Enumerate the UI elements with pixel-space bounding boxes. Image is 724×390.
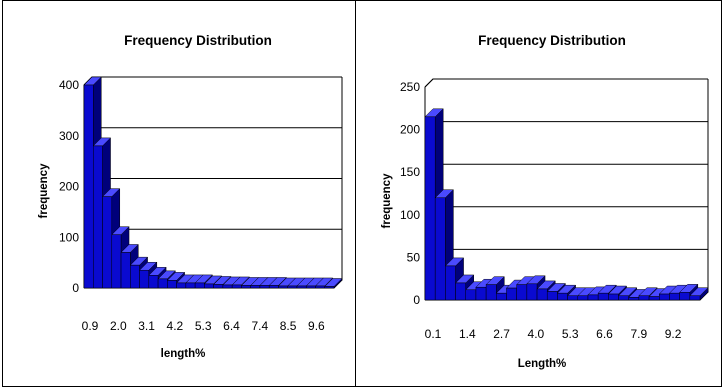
x-tick-label: 0.9 [82,319,99,333]
y-tick-label: 0 [413,293,420,307]
y-tick-label: 100 [400,208,420,222]
y-tick-label: 200 [59,180,79,194]
x-axis-label: Length% [518,358,567,370]
bar [324,277,343,289]
x-tick-label: 7.9 [630,327,647,341]
gridline [424,78,708,88]
x-tick-label: 3.1 [138,319,155,333]
y-tick-label: 100 [59,230,79,244]
y-axis-label: frequency [381,173,393,229]
bar [689,287,709,301]
y-tick-label: 50 [407,250,421,264]
x-tick-label: 4.2 [167,319,184,333]
x-tick-label: 6.4 [223,319,240,333]
gridline [424,248,708,258]
y-tick-label: 200 [400,123,420,137]
y-tick-label: 150 [400,165,420,179]
plot-area: 0 50 100 150 200 250 0.1 1.4 2.7 4.0 5.3 6.6 7.9 9.2 [400,78,709,341]
plot-area: 0 100 200 300 400 0.9 2.0 3.1 4.2 5.3 6.4 7.4 8.5 9.6 [59,76,343,333]
x-tick-label: 9.2 [665,327,682,341]
y-axis-label: frequency [38,163,50,219]
x-tick-label: 9.6 [308,319,325,333]
right-chart-panel: Frequency Distribution frequency Length%… [355,0,722,387]
gridline [83,178,342,187]
chart-title: Frequency Distribution [124,33,272,48]
y-tick-label: 300 [59,129,79,143]
gridline [83,76,342,86]
gridline [424,121,708,130]
x-tick-label: 8.5 [280,319,297,333]
x-tick-label: 2.7 [493,327,510,341]
left-chart-panel: Frequency Distribution frequency length%… [2,0,357,387]
y-tick-label: 0 [72,281,79,295]
x-tick-label: 1.4 [459,327,476,341]
y-tick-label: 250 [400,80,420,94]
chart-title: Frequency Distribution [478,33,626,48]
x-tick-label: 5.3 [195,319,212,333]
x-tick-label: 7.4 [251,319,268,333]
right-frequency-chart: Frequency Distribution frequency Length%… [381,33,709,370]
x-tick-label: 6.6 [596,327,613,341]
x-tick-label: 2.0 [110,319,127,333]
x-tick-label: 4.0 [528,327,545,341]
plot-frame [424,79,709,301]
gridline [424,206,708,216]
gridline [424,163,708,173]
x-tick-label: 0.1 [425,327,442,341]
x-tick-label: 5.3 [562,327,579,341]
left-frequency-chart: Frequency Distribution frequency length%… [38,33,343,360]
x-axis-label: length% [161,348,206,360]
gridline [83,127,342,137]
y-tick-label: 400 [59,78,79,92]
